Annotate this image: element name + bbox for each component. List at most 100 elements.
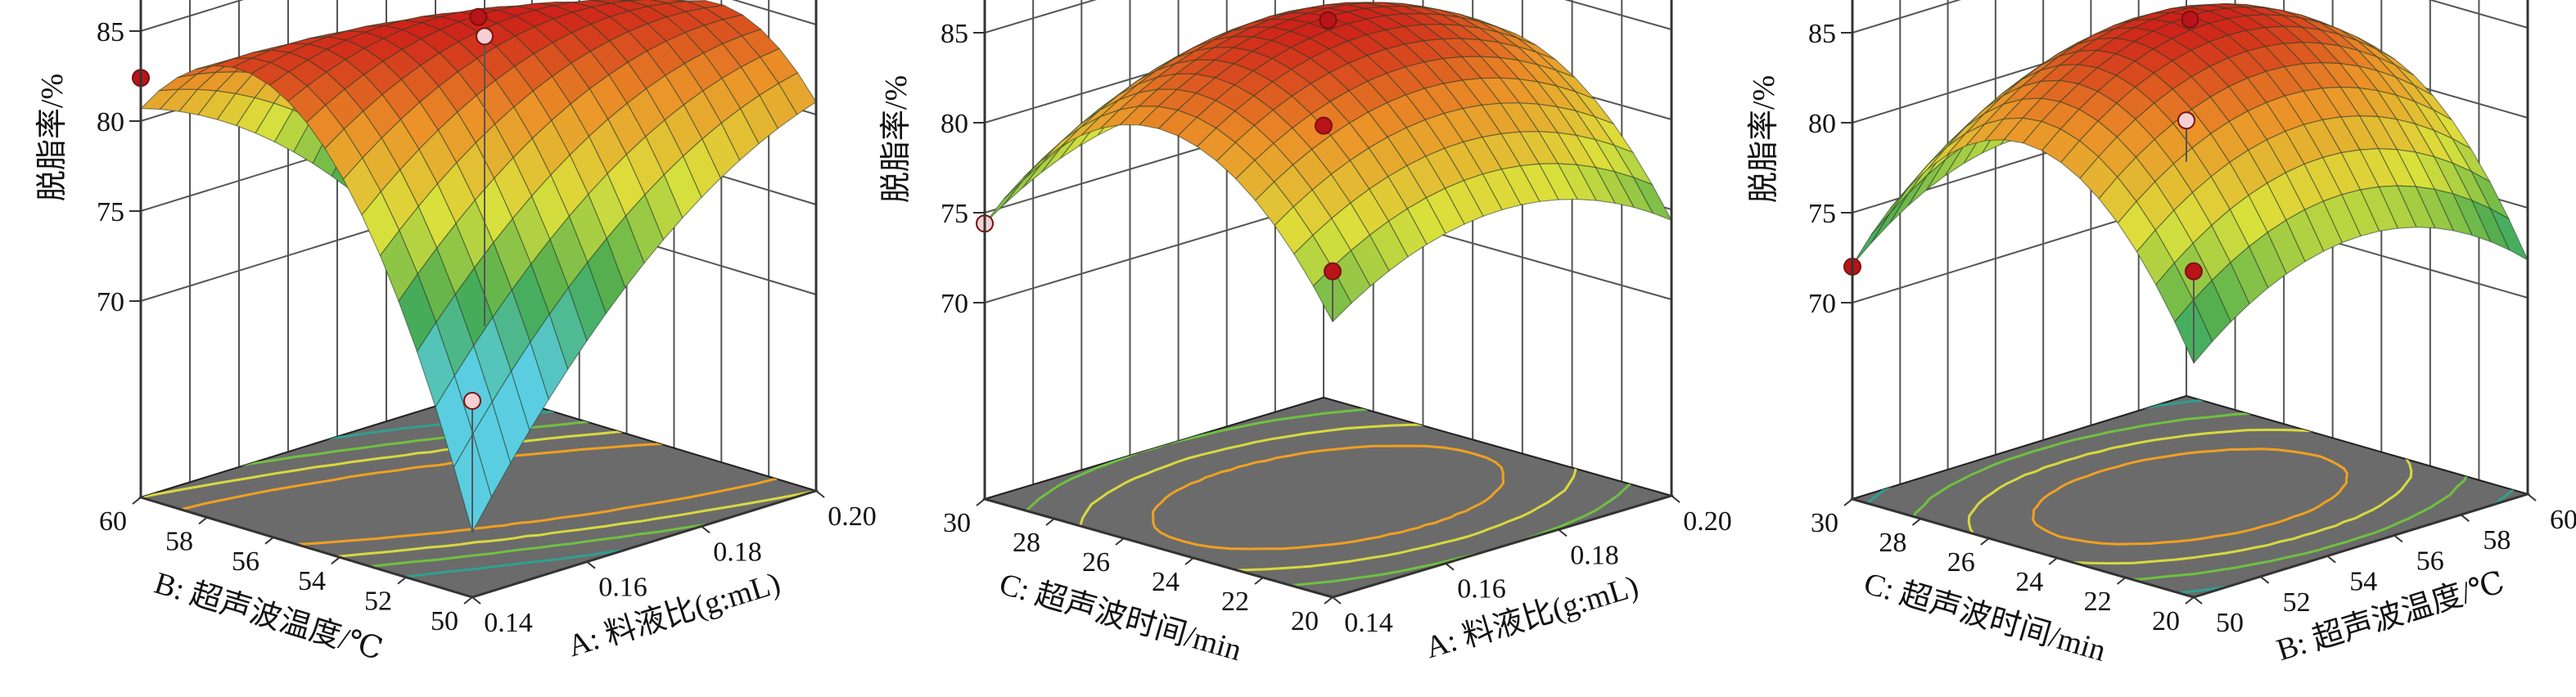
y-tick-label: 54 xyxy=(298,566,326,596)
y-tick-mark xyxy=(1911,518,1922,526)
x-tick-mark xyxy=(1445,562,1455,571)
y-tick-label: 28 xyxy=(1879,528,1906,558)
z-axis-label: 脱脂率/% xyxy=(1747,75,1781,203)
z-axis-label: 脱脂率/% xyxy=(35,74,70,201)
x-tick-mark xyxy=(2259,576,2270,584)
surface-panel-b-c: 7075808590脱脂率/%505254565860202224262830B… xyxy=(1747,0,2576,668)
y-tick-label: 22 xyxy=(2084,587,2112,617)
y-tick-mark xyxy=(1045,518,1055,526)
surface-panel-a-c: 7075808590脱脂率/%0.140.160.180.20202224262… xyxy=(879,0,1732,668)
y-tick-label: 26 xyxy=(1082,547,1110,578)
x-tick-label: 0.14 xyxy=(1344,608,1393,638)
y-tick-mark xyxy=(1184,557,1194,565)
x-tick-mark xyxy=(815,490,825,498)
wall-grid-line xyxy=(1563,0,1672,30)
y-tick-mark xyxy=(132,497,142,505)
contour-line xyxy=(1151,444,1505,551)
y-tick-mark xyxy=(1115,537,1125,546)
z-tick-label: 80 xyxy=(941,109,968,139)
x-axis-label: A: 料液比(g:mL) xyxy=(564,566,785,664)
y-tick-label: 56 xyxy=(232,546,259,577)
y-tick-label: 58 xyxy=(165,526,193,556)
z-tick-label: 85 xyxy=(97,17,124,47)
wall-grid-line xyxy=(984,200,1324,304)
y-tick-mark xyxy=(397,576,407,585)
x-tick-label: 58 xyxy=(2483,525,2511,555)
surface-panel-a-b: 7075808590脱脂率/%0.140.160.180.20505254565… xyxy=(35,0,877,668)
y-tick-mark xyxy=(264,537,274,545)
design-point xyxy=(463,392,481,410)
design-point xyxy=(476,27,494,46)
x-tick-label: 0.20 xyxy=(828,501,877,532)
surface-cell xyxy=(1003,163,1043,206)
x-axis-line xyxy=(1332,494,1672,599)
x-tick-mark xyxy=(2193,596,2203,605)
z-tick-label: 70 xyxy=(1808,289,1836,319)
x-tick-label: 52 xyxy=(2283,587,2311,618)
y-tick-label: 52 xyxy=(364,587,392,617)
y-tick-label: 60 xyxy=(99,506,127,537)
y-tick-label: 20 xyxy=(1291,606,1319,636)
y-tick-label: 28 xyxy=(1013,528,1040,558)
z-tick-label: 75 xyxy=(97,197,124,227)
y-tick-mark xyxy=(976,498,986,506)
y-tick-mark xyxy=(1843,498,1853,506)
surface-mesh xyxy=(139,0,817,534)
design-point xyxy=(2185,262,2203,281)
y-tick-label: 50 xyxy=(431,606,458,636)
design-point xyxy=(469,7,488,26)
z-tick-label: 70 xyxy=(941,289,968,319)
y-axis-line xyxy=(140,496,473,599)
z-tick-label: 70 xyxy=(97,287,124,317)
wall-grid-line xyxy=(1852,0,1961,34)
z-tick-label: 85 xyxy=(1808,19,1836,49)
x-tick-mark xyxy=(471,596,481,605)
y-tick-mark xyxy=(1324,596,1333,605)
wall-grid-line xyxy=(2428,0,2529,29)
surface-mesh xyxy=(1852,2,2529,364)
y-tick-label: 30 xyxy=(1811,508,1838,538)
wall-grid-line xyxy=(731,0,817,25)
x-tick-mark xyxy=(2527,493,2537,501)
y-axis-label: C: 超声波时间/min xyxy=(995,567,1245,668)
x-tick-mark xyxy=(1558,528,1568,537)
x-tick-label: 56 xyxy=(2416,546,2444,576)
x-axis-label: A: 料液比(g:mL) xyxy=(1422,569,1643,666)
y-tick-mark xyxy=(2048,557,2058,565)
design-point xyxy=(1319,11,1338,29)
x-tick-label: 0.14 xyxy=(484,608,533,638)
x-tick-mark xyxy=(1332,596,1342,605)
surface-cell xyxy=(1022,147,1062,189)
y-tick-mark xyxy=(198,516,208,525)
x-axis-line xyxy=(471,489,817,599)
surface-cell xyxy=(1852,212,1891,266)
y-tick-mark xyxy=(463,596,473,605)
y-tick-mark xyxy=(2116,577,2127,585)
y-tick-mark xyxy=(331,556,341,564)
design-point xyxy=(1315,116,1333,135)
x-tick-mark xyxy=(2326,555,2336,564)
z-tick-label: 85 xyxy=(941,19,968,49)
y-tick-label: 24 xyxy=(1152,567,1180,597)
z-tick-label: 75 xyxy=(1808,199,1836,229)
x-tick-mark xyxy=(2393,534,2403,543)
contour-line xyxy=(2031,447,2349,546)
y-tick-label: 20 xyxy=(2152,606,2180,636)
x-tick-mark xyxy=(1671,495,1680,503)
x-tick-label: 0.18 xyxy=(713,537,762,567)
y-axis-line xyxy=(1852,497,2195,599)
wall-grid-line xyxy=(140,0,245,32)
y-tick-label: 30 xyxy=(943,508,971,538)
x-tick-mark xyxy=(2460,514,2470,522)
y-axis-label: C: 超声波时间/min xyxy=(1860,566,2109,668)
z-tick-label: 75 xyxy=(941,199,968,229)
x-tick-label: 54 xyxy=(2349,567,2377,597)
x-axis-line xyxy=(2193,492,2529,599)
contour-line xyxy=(141,391,816,597)
y-tick-mark xyxy=(1980,537,1990,546)
x-tick-label: 50 xyxy=(2216,608,2244,638)
y-axis-label: B: 超声波温度/℃ xyxy=(151,566,386,668)
z-tick-label: 80 xyxy=(1808,109,1836,139)
z-tick-label: 80 xyxy=(97,107,124,137)
